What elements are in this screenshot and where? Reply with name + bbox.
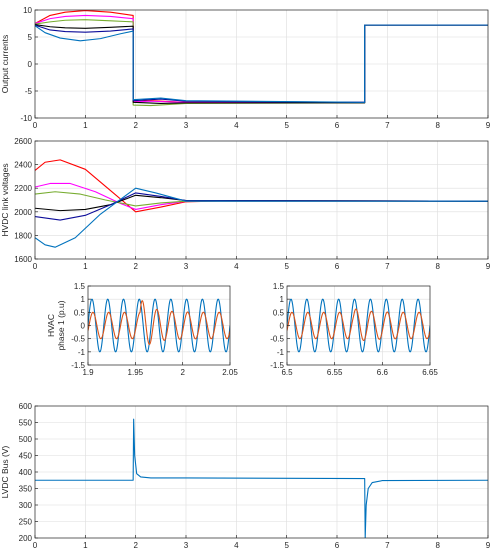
- x-tick-label: 6: [335, 262, 340, 271]
- y-tick-label: 1800: [14, 231, 32, 240]
- x-tick-label: 5: [284, 541, 289, 550]
- y-tick-label: 1: [280, 295, 285, 304]
- chart-output-currents: 0 1 2 3 4 5 6 7 8 9 -10 -5 0 5 10 Output currents: [0, 6, 491, 130]
- x-tick-label: 4: [234, 262, 239, 271]
- y-tick-label: 2200: [14, 184, 32, 193]
- x-tick-label: 8: [435, 262, 440, 271]
- y-tick-label: 200: [19, 534, 33, 543]
- y-axis-label: HVDC link voltages: [0, 163, 10, 236]
- series-group: [287, 298, 430, 353]
- y-tick-label: 350: [19, 485, 33, 494]
- x-tick-label: 2: [133, 541, 138, 550]
- y-tick-label: 1600: [14, 255, 32, 264]
- y-tick-label: 1.5: [74, 282, 86, 291]
- x-tick-label: 4: [234, 541, 239, 550]
- x-tick-label: 7: [385, 541, 390, 550]
- plot-area: [35, 141, 488, 259]
- x-tick-label: 9: [486, 121, 491, 130]
- y-tick-label: 5: [28, 33, 33, 42]
- x-tick-label: 8: [435, 541, 440, 550]
- x-tick-label: 5: [284, 121, 289, 130]
- series-line-orange: [287, 308, 430, 342]
- y-tick-label: 2000: [14, 208, 32, 217]
- x-tick-label: 2: [133, 262, 138, 271]
- y-tick-label: 2600: [14, 137, 32, 146]
- y-tick-label: 0: [81, 322, 86, 331]
- y-tick-label: 0.5: [273, 308, 285, 317]
- y-tick-label: 0: [280, 322, 285, 331]
- y-tick-label: 300: [19, 501, 33, 510]
- x-tick-label: 7: [385, 121, 390, 130]
- series-line-blue: [88, 298, 230, 353]
- x-tick-label: 1.95: [128, 368, 144, 377]
- series-line-orange: [88, 300, 230, 345]
- y-tick-label: 1: [81, 295, 86, 304]
- y-tick-label: -1: [277, 348, 285, 357]
- x-tick-label: 6.55: [327, 368, 343, 377]
- x-tick-label: 6.65: [422, 368, 438, 377]
- series-group: [88, 298, 230, 353]
- series-line-blue: [35, 418, 488, 538]
- x-tick-label: 5: [284, 262, 289, 271]
- x-tick-label: 0: [33, 262, 38, 271]
- series-line-blue: [287, 298, 430, 353]
- y-tick-label: -1.5: [71, 361, 85, 370]
- y-tick-label: 450: [19, 452, 33, 461]
- y-tick-label: -0.5: [71, 335, 85, 344]
- x-tick-label: 6: [335, 121, 340, 130]
- x-tick-label: 6.5: [281, 368, 293, 377]
- x-tick-label: 0: [33, 541, 38, 550]
- axes-frame: [34, 140, 489, 260]
- y-tick-label: -1: [78, 348, 86, 357]
- series-group: [35, 10, 488, 107]
- y-tick-label: 2400: [14, 161, 32, 170]
- chart-hvac-phase1-a: 1.9 1.95 2 2.05 -1.5 -1 -0.5 0 0.5 1 1.5 HVACphase …: [46, 282, 238, 377]
- x-tick-label: 2: [180, 368, 185, 377]
- x-tick-label: 1: [83, 262, 88, 271]
- x-tick-label: 0: [33, 121, 38, 130]
- y-axis-label: LVDC Bus (V): [0, 445, 10, 498]
- y-tick-label: -5: [25, 87, 33, 96]
- series-group: [35, 159, 488, 248]
- x-tick-label: 9: [486, 541, 491, 550]
- x-tick-label: 3: [184, 121, 189, 130]
- y-tick-label: 550: [19, 419, 33, 428]
- y-tick-label: -10: [20, 114, 32, 123]
- y-axis-label: Output currents: [0, 35, 10, 94]
- x-tick-label: 2: [133, 121, 138, 130]
- chart-lvdc-bus: 0 1 2 3 4 5 6 7 8 9 200 250 300 350 400 450 500 550 600 LVD…: [0, 402, 491, 550]
- y-tick-label: 1.5: [273, 282, 285, 291]
- y-axis-label: HVACphase 1 (p.u): [46, 300, 66, 350]
- x-tick-label: 1: [83, 121, 88, 130]
- x-tick-label: 7: [385, 262, 390, 271]
- x-tick-label: 3: [184, 541, 189, 550]
- series-line-green: [35, 191, 488, 207]
- series-line-blue: [35, 24, 488, 103]
- y-tick-label: 600: [19, 402, 33, 411]
- x-tick-label: 8: [435, 121, 440, 130]
- x-tick-label: 6: [335, 541, 340, 550]
- chart-hvdc-link-voltages: 0 1 2 3 4 5 6 7 8 9 1600 1800 2000 2200 2400 2600 HVDC l…: [0, 137, 491, 271]
- y-tick-label: -0.5: [270, 335, 284, 344]
- x-tick-label: 3: [184, 262, 189, 271]
- y-tick-label: 0: [28, 60, 33, 69]
- series-line-magenta: [35, 182, 488, 210]
- x-tick-label: 1.9: [82, 368, 94, 377]
- y-tick-label: 250: [19, 518, 33, 527]
- y-tick-label: 10: [23, 6, 32, 15]
- x-tick-label: 1: [83, 541, 88, 550]
- x-tick-label: 6.6: [377, 368, 389, 377]
- x-tick-label: 9: [486, 262, 491, 271]
- y-tick-label: 0.5: [74, 308, 86, 317]
- x-tick-label: 2.05: [222, 368, 238, 377]
- x-tick-label: 4: [234, 121, 239, 130]
- series-line-blue: [35, 187, 488, 248]
- y-tick-label: 400: [19, 468, 33, 477]
- chart-hvac-phase1-b: 6.5 6.55 6.6 6.65 -1.5 -1 -0.5 0 0.5 1 1.5: [270, 282, 438, 377]
- series-group: [35, 418, 488, 538]
- y-tick-label: -1.5: [270, 361, 284, 370]
- y-tick-label: 500: [19, 435, 33, 444]
